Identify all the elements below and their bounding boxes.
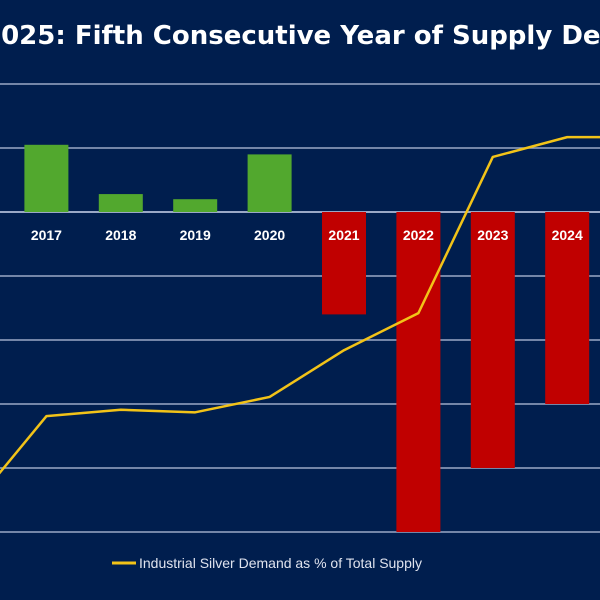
bar-2018 (98, 194, 143, 212)
legend-label: Industrial Silver Demand as % of Total S… (139, 555, 422, 571)
bar-2024 (545, 212, 590, 404)
bar-2019 (173, 199, 218, 212)
bar-2023 (470, 212, 515, 468)
category-label-2020: 2020 (254, 227, 285, 243)
legend: Industrial Silver Demand as % of Total S… (112, 555, 422, 571)
category-label-2018: 2018 (105, 227, 136, 243)
category-label-2017: 2017 (31, 227, 62, 243)
bar-2022 (396, 212, 441, 532)
bars (24, 144, 590, 532)
industrial-demand-line (0, 135, 600, 475)
category-labels: 2016201720182019202020212022202320242025 (31, 227, 583, 243)
category-label-2021: 2021 (328, 227, 359, 243)
bar-2020 (247, 154, 292, 212)
chart-title: 2025: Fifth Consecutive Year of Supply D… (0, 21, 600, 51)
category-label-2019: 2019 (180, 227, 211, 243)
bar-2021 (322, 212, 366, 315)
category-label-2024: 2024 (552, 227, 583, 243)
category-label-2023: 2023 (477, 227, 508, 243)
category-label-2022: 2022 (403, 227, 434, 243)
bar-2017 (24, 144, 69, 212)
